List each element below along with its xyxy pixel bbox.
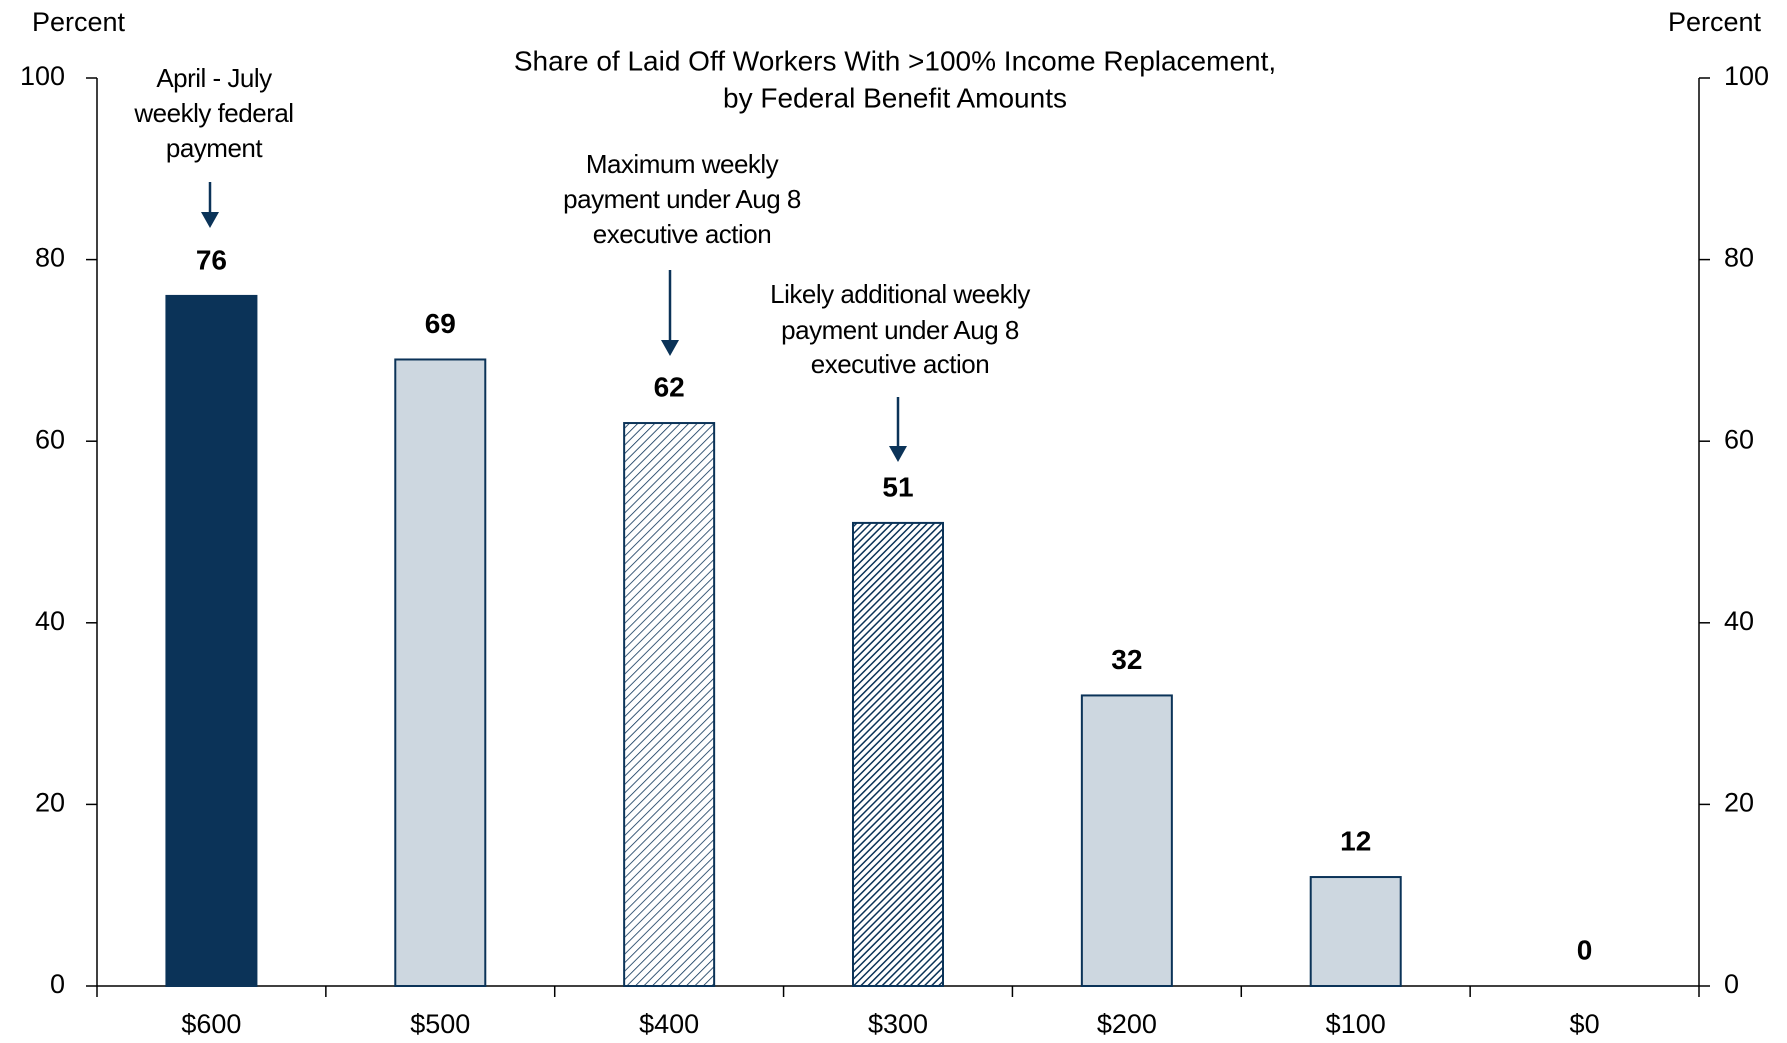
value-label: 51: [882, 471, 913, 502]
y-tick-label: 20: [35, 788, 65, 818]
y2-tick-label: 100: [1724, 61, 1769, 91]
value-label: 69: [425, 308, 456, 339]
annotation-text: weekly federal: [133, 98, 293, 128]
annotation-text: payment under Aug 8: [781, 315, 1019, 345]
y-tick-label: 40: [35, 606, 65, 636]
annotation-text: April - July: [156, 63, 272, 93]
bar: [165, 294, 258, 988]
annotation-text: Likely additional weekly: [770, 279, 1030, 309]
annotation: Maximum weekly payment under Aug 8 execu…: [563, 149, 801, 356]
x-tick-label: $0: [1570, 1009, 1600, 1039]
chart-title: Share of Laid Off Workers With >100% Inc…: [514, 45, 1276, 76]
annotation: Likely additional weekly payment under A…: [770, 279, 1031, 462]
x-tick-label: $200: [1097, 1009, 1157, 1039]
bar: [623, 422, 716, 988]
x-tick-label: $300: [868, 1009, 928, 1039]
value-label: 76: [196, 244, 227, 275]
y2-tick-label: 20: [1724, 788, 1754, 818]
arrow-head: [889, 446, 907, 462]
y-tick-label: 60: [35, 424, 65, 454]
value-label: 12: [1340, 825, 1371, 856]
bar: [852, 521, 944, 987]
y2-axis-label: Percent: [1668, 7, 1762, 37]
x-tick-label: $500: [410, 1009, 470, 1039]
annotation-text: payment under Aug 8: [563, 184, 801, 214]
value-label: 62: [654, 371, 685, 402]
annotation: April - July weekly federal payment: [133, 63, 294, 228]
bar: [1309, 876, 1402, 987]
annotation-text: Maximum weekly: [586, 149, 779, 179]
annotation-text: executive action: [811, 349, 989, 379]
y-tick-label: 100: [20, 61, 65, 91]
bar: [394, 358, 487, 988]
value-label: 0: [1577, 934, 1593, 965]
y-tick-label: 0: [50, 969, 65, 999]
chart-title: by Federal Benefit Amounts: [723, 82, 1067, 113]
arrow-head: [661, 340, 679, 356]
x-tick-label: $600: [181, 1009, 241, 1039]
bar: [1080, 694, 1173, 987]
annotation-text: executive action: [593, 219, 771, 249]
y-axis-label: Percent: [32, 7, 126, 37]
value-label: 32: [1111, 644, 1142, 675]
y2-tick-label: 40: [1724, 606, 1754, 636]
y2-tick-label: 0: [1724, 969, 1739, 999]
x-tick-label: $400: [639, 1009, 699, 1039]
y2-tick-label: 60: [1724, 424, 1754, 454]
y-tick-label: 80: [35, 243, 65, 273]
arrow-head: [201, 212, 219, 228]
x-tick-label: $100: [1326, 1009, 1386, 1039]
y2-tick-label: 80: [1724, 243, 1754, 273]
annotation-text: payment: [166, 133, 263, 163]
